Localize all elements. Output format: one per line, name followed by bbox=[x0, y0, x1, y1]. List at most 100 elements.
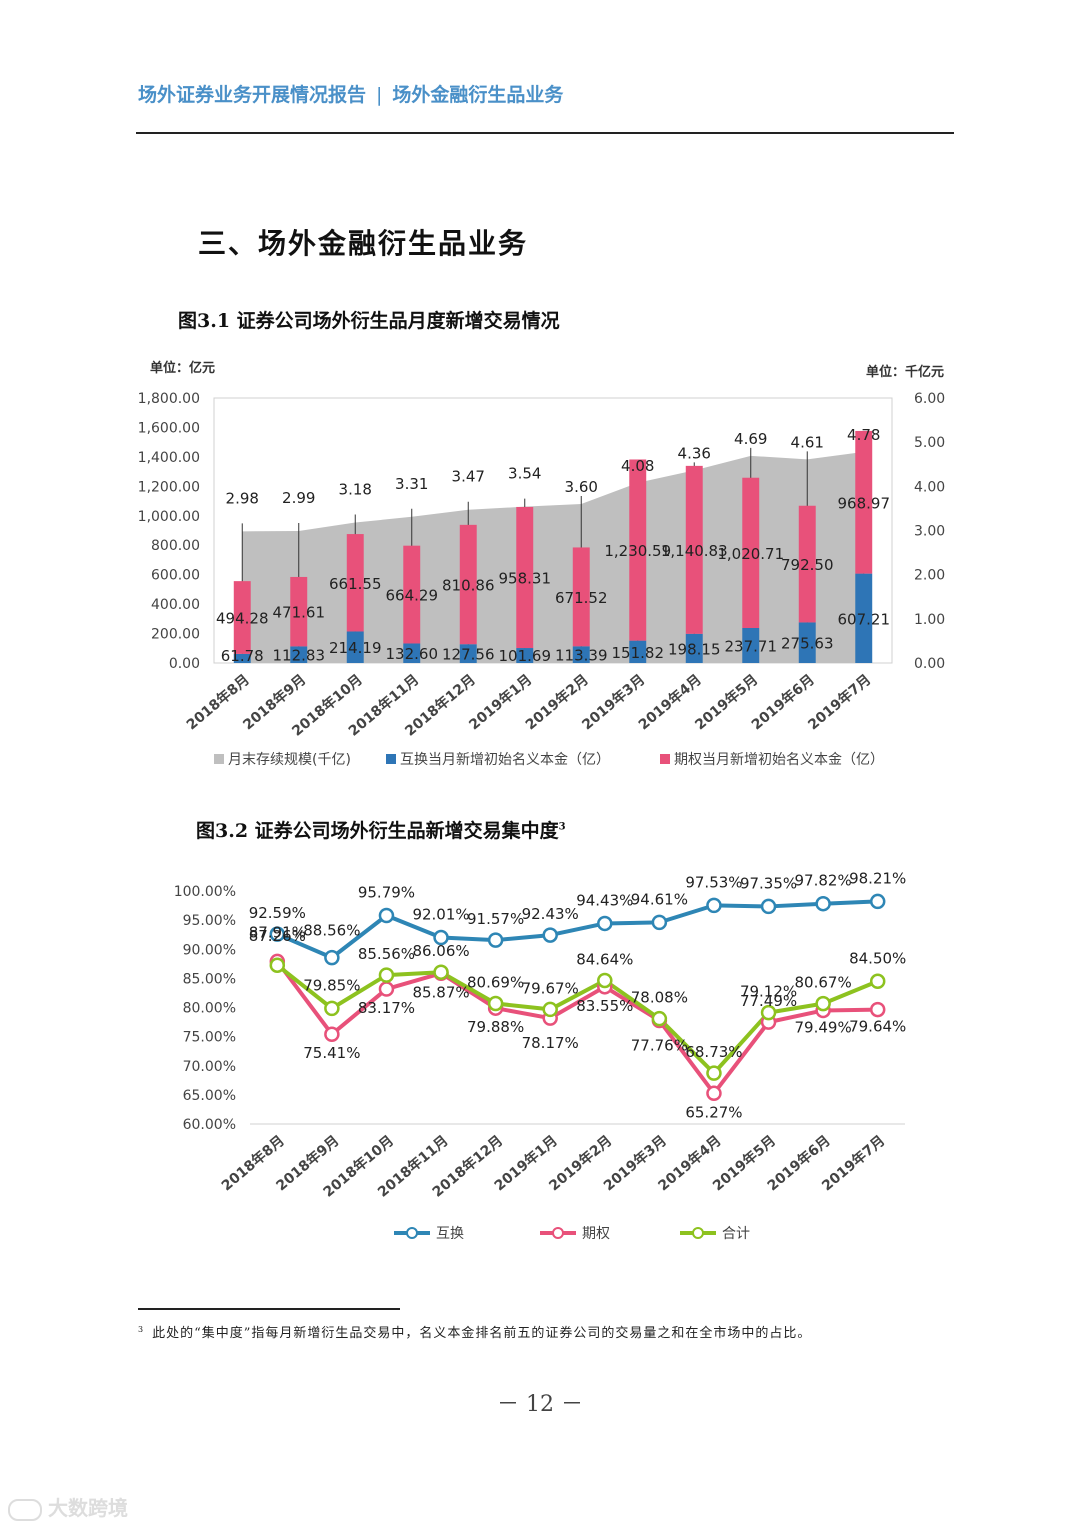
swap-data-label: 127.56 bbox=[442, 646, 495, 664]
line-series-1 bbox=[275, 960, 878, 1096]
line-data-label: 97.35% bbox=[740, 874, 797, 892]
legend-marker bbox=[692, 1227, 704, 1239]
line-data-label: 97.53% bbox=[685, 873, 742, 891]
stock-data-label: 4.69 bbox=[734, 430, 767, 448]
swap-data-label: 113.39 bbox=[555, 647, 608, 665]
line-marker bbox=[378, 907, 395, 924]
legend-label: 期权当月新增初始名义本金（亿） bbox=[674, 751, 884, 768]
swap-bar bbox=[346, 631, 364, 663]
watermark-logo-icon bbox=[8, 1498, 42, 1521]
line-marker bbox=[324, 949, 340, 966]
figure1-title: 图3.1 证券公司场外衍生品月度新增交易情况 bbox=[178, 310, 560, 332]
line-marker bbox=[487, 932, 504, 948]
legend-label: 互换当月新增初始名义本金（亿） bbox=[400, 751, 610, 768]
line-marker bbox=[542, 927, 558, 943]
left-y-tick-label: 1,600.00 bbox=[138, 420, 200, 436]
option-data-label: 471.61 bbox=[273, 604, 326, 622]
option-bar bbox=[685, 465, 703, 634]
line-data-label: 80.67% bbox=[795, 974, 852, 992]
line-data-label: 78.08% bbox=[631, 989, 688, 1007]
line-marker bbox=[433, 964, 449, 980]
right-y-tick-label: 2.00 bbox=[914, 568, 945, 584]
swap-data-label: 275.63 bbox=[781, 635, 834, 653]
line-marker bbox=[378, 981, 395, 997]
line-data-label: 94.43% bbox=[576, 891, 633, 909]
line-data-label: 88.56% bbox=[303, 922, 360, 940]
right-y-tick-label: 6.00 bbox=[914, 391, 945, 407]
stock-data-label: 4.61 bbox=[791, 433, 824, 451]
left-y-tick-label: 200.00 bbox=[151, 627, 200, 643]
left-y-tick-label: 1,800.00 bbox=[138, 391, 200, 407]
option-bar bbox=[572, 547, 590, 647]
line-marker bbox=[597, 915, 613, 932]
left-y-tick-label: 800.00 bbox=[151, 538, 200, 554]
report-title: 场外证券业务开展情况报告 bbox=[138, 84, 367, 106]
y-tick-label: 70.00% bbox=[183, 1059, 236, 1075]
legend-swatch bbox=[660, 754, 670, 764]
legend-label: 互换 bbox=[436, 1225, 464, 1242]
y-tick-label: 80.00% bbox=[183, 1001, 236, 1017]
option-data-label: 792.50 bbox=[781, 556, 834, 574]
y-tick-label: 65.00% bbox=[183, 1088, 236, 1104]
option-bar bbox=[403, 545, 421, 644]
line-data-label: 87.91% bbox=[249, 923, 306, 941]
line-marker bbox=[651, 1010, 668, 1027]
right-y-tick-label: 0.00 bbox=[914, 656, 945, 672]
legend-marker bbox=[406, 1227, 418, 1239]
figure2-title: 图3.2 证券公司场外衍生品新增交易集中度3 bbox=[196, 816, 566, 843]
line-data-label: 79.85% bbox=[303, 976, 360, 994]
option-bar bbox=[516, 506, 534, 649]
running-header: 场外证券业务开展情况报告 | 场外金融衍生品业务 bbox=[138, 80, 954, 107]
page-number: － 12 － bbox=[497, 1392, 583, 1417]
swap-bar bbox=[572, 646, 590, 663]
y-tick-label: 100.00% bbox=[174, 884, 236, 900]
stock-data-label: 4.36 bbox=[678, 444, 711, 462]
line-data-label: 84.50% bbox=[849, 949, 906, 967]
footnote: 3 此处的“集中度”指每月新增衍生品交易中，名义本金排名前五的证券公司的交易量之和… bbox=[138, 1322, 811, 1341]
swap-data-label: 214.19 bbox=[329, 639, 382, 657]
right-y-tick-label: 1.00 bbox=[914, 612, 945, 628]
legend-swatch bbox=[214, 754, 224, 764]
watermark: 大数跨境 bbox=[8, 1492, 128, 1521]
swap-bar bbox=[233, 653, 251, 663]
line-data-label: 79.88% bbox=[467, 1018, 524, 1036]
line-data-label: 83.17% bbox=[358, 999, 415, 1017]
line-data-label: 65.27% bbox=[685, 1103, 742, 1121]
option-data-label: 1,140.83 bbox=[661, 542, 728, 560]
option-data-label: 664.29 bbox=[386, 587, 439, 605]
line-data-label: 78.17% bbox=[522, 1034, 579, 1052]
line-data-label: 92.59% bbox=[249, 904, 306, 922]
line-data-label: 97.82% bbox=[795, 872, 852, 890]
option-bar bbox=[798, 505, 816, 623]
stock-data-label: 3.18 bbox=[339, 481, 372, 499]
swap-bar bbox=[516, 648, 534, 663]
line-data-label: 79.64% bbox=[849, 1018, 906, 1036]
line-data-label: 87.26% bbox=[249, 927, 306, 945]
line-marker bbox=[324, 1000, 340, 1017]
line-data-label: 92.01% bbox=[412, 906, 469, 924]
swap-data-label: 112.83 bbox=[273, 647, 326, 665]
legend-label: 期权 bbox=[582, 1226, 610, 1242]
swap-bar bbox=[855, 573, 873, 663]
line-marker bbox=[487, 995, 504, 1012]
line-data-label: 92.43% bbox=[522, 905, 579, 923]
stock-data-label: 3.54 bbox=[508, 465, 541, 483]
stock-data-label: 3.60 bbox=[565, 478, 598, 496]
left-y-tick-label: 1,200.00 bbox=[138, 479, 200, 495]
swap-bar bbox=[685, 633, 703, 663]
swap-data-label: 198.15 bbox=[668, 640, 721, 658]
swap-bar bbox=[290, 646, 308, 663]
option-data-label: 671.52 bbox=[555, 589, 608, 607]
left-y-tick-label: 400.00 bbox=[151, 597, 200, 613]
stock-data-label: 4.08 bbox=[621, 457, 654, 475]
footnote-rule bbox=[138, 1308, 400, 1310]
stock-data-label: 3.47 bbox=[452, 468, 485, 486]
left-y-tick-label: 1,400.00 bbox=[138, 450, 200, 466]
line-data-label: 84.64% bbox=[576, 950, 633, 968]
swap-bar bbox=[459, 644, 477, 663]
line-series-0 bbox=[276, 899, 878, 960]
line-marker bbox=[378, 967, 395, 983]
right-y-tick-label: 4.00 bbox=[914, 479, 945, 495]
line-data-label: 98.21% bbox=[849, 869, 906, 887]
legend-label: 月末存续规模(千亿) bbox=[228, 751, 351, 768]
